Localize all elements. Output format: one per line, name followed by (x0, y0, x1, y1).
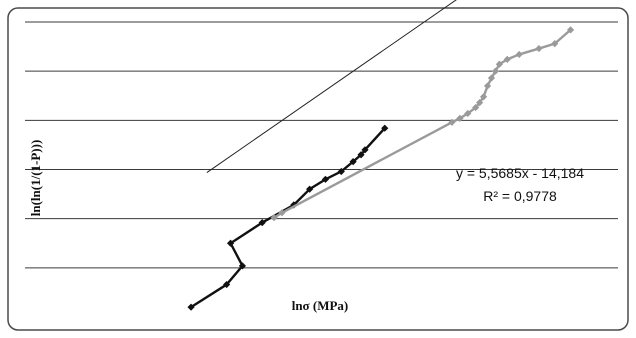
data-point (270, 214, 278, 222)
data-point (361, 146, 369, 154)
data-point (238, 262, 247, 270)
data-point (479, 93, 488, 101)
data-point (357, 151, 365, 159)
data-point (515, 50, 523, 59)
data-point (472, 103, 480, 112)
y-axis-label: ln(ln(1/(1-P))) (28, 140, 43, 217)
data-point (337, 167, 345, 176)
data-point (349, 158, 357, 166)
data-point (278, 209, 286, 217)
data-point (321, 175, 330, 183)
data-point (535, 44, 543, 53)
data-series (187, 26, 575, 311)
data-point (306, 185, 314, 193)
x-axis-label: lnσ (MPa) (292, 298, 349, 313)
data-point (495, 60, 503, 68)
data-point (566, 26, 575, 34)
gridlines (25, 21, 618, 269)
annotations: y = 5,5685x - 14,184 R² = 0,9778 (456, 165, 584, 204)
data-point (487, 74, 496, 82)
data-point (381, 124, 389, 132)
data-point (258, 219, 266, 227)
r-squared-label: R² = 0,9778 (483, 188, 557, 204)
data-point (476, 99, 484, 107)
data-point (226, 239, 235, 247)
data-point (503, 55, 511, 63)
trendline (206, 0, 457, 173)
data-point (223, 280, 231, 289)
data-point (187, 303, 195, 311)
data-point (551, 40, 559, 48)
data-point (456, 114, 464, 122)
data-point (491, 67, 500, 75)
trendline-equation: y = 5,5685x - 14,184 (456, 165, 584, 181)
data-point (483, 82, 492, 90)
data-point (448, 118, 456, 126)
data-point (464, 109, 472, 118)
